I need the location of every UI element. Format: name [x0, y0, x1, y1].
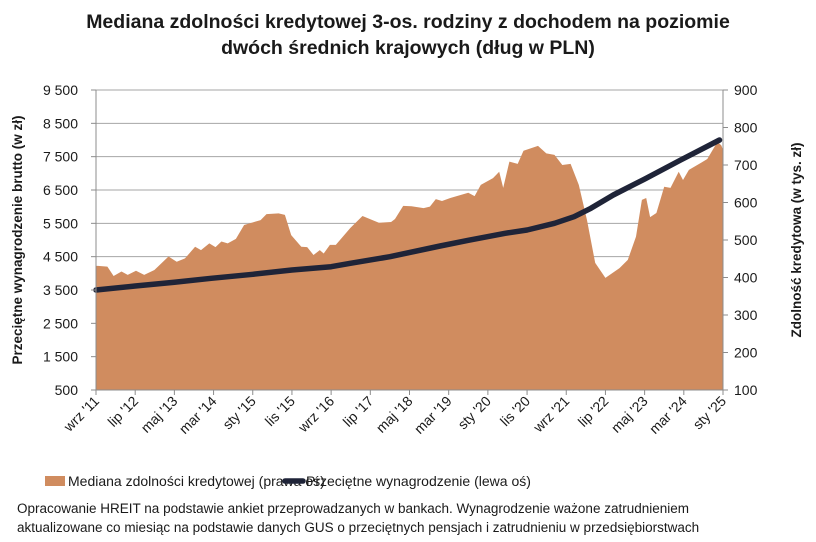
x-tick-label: wrz '11 — [60, 393, 102, 435]
y-right-tick-label: 600 — [734, 195, 758, 211]
y-left-tick-label: 2 500 — [43, 315, 78, 331]
x-tick-label: wrz '21 — [529, 393, 572, 436]
x-tick-label: maj '23 — [608, 393, 651, 436]
y-left-tick-label: 500 — [55, 382, 79, 398]
x-tick-label: maj '18 — [373, 393, 416, 436]
y-left-tick-label: 5 500 — [43, 215, 78, 231]
y-right-tick-label: 500 — [734, 232, 758, 248]
y-right-tick-label: 100 — [734, 382, 758, 398]
footnote-line-1: Opracowanie HREIT na podstawie ankiet pr… — [17, 501, 689, 516]
y-axis-left-ticks: 500 1 500 2 500 3 500 4 500 5 500 6 500 7 500 8 … — [43, 82, 96, 398]
x-tick-label: mar '24 — [646, 393, 690, 437]
x-tick-label: mar '14 — [176, 393, 220, 437]
line-series-salary — [93, 137, 723, 293]
legend-area-swatch — [45, 476, 65, 486]
x-tick-label: lip '17 — [340, 393, 377, 430]
y-right-tick-label: 300 — [734, 307, 758, 323]
chart-title-line-1: Mediana zdolności kredytowej 3-os. rodzi… — [86, 11, 730, 33]
y-left-tick-label: 1 500 — [43, 349, 78, 365]
x-tick-label: mar '19 — [411, 393, 455, 437]
x-tick-label: lip '12 — [104, 393, 141, 430]
x-tick-label: lip '22 — [575, 393, 612, 430]
x-tick-label: wrz '16 — [294, 393, 337, 436]
footnote-line-2: aktualizowane co miesiąc na podstawie da… — [17, 520, 699, 535]
x-tick-label: maj '13 — [138, 393, 181, 436]
y-right-tick-label: 900 — [734, 82, 758, 98]
y-left-tick-label: 9 500 — [43, 82, 78, 98]
y-left-tick-label: 3 500 — [43, 282, 78, 298]
area-series-credit-capacity — [96, 141, 723, 390]
y-right-tick-label: 200 — [734, 345, 758, 361]
y-right-tick-label: 400 — [734, 270, 758, 286]
y-axis-right-ticks: 100 200 300 400 500 600 700 800 900 — [723, 82, 758, 398]
chart-title-line-2: dwóch średnich krajowych (dług w PLN) — [221, 37, 595, 59]
x-tick-label: lis '15 — [262, 393, 298, 429]
x-tick-label: sty '15 — [219, 393, 259, 433]
y-left-tick-label: 4 500 — [43, 249, 78, 265]
x-tick-label: sty '25 — [690, 393, 730, 433]
y-axis-right-title: Zdolność kredytowa (w tys. zł) — [789, 142, 804, 337]
y-right-tick-label: 800 — [734, 120, 758, 136]
y-axis-left-title: Przeciętne wynagrodzenie brutto (w zł) — [10, 115, 25, 364]
y-right-tick-label: 700 — [734, 157, 758, 173]
legend-area-label: Mediana zdolności kredytowej (prawa oś) — [68, 473, 325, 489]
legend: Mediana zdolności kredytowej (prawa oś) … — [45, 473, 531, 489]
x-tick-label: sty '20 — [454, 393, 494, 433]
legend-line-label: Przeciętne wynagrodzenie (lewa oś) — [306, 473, 531, 489]
y-left-tick-label: 8 500 — [43, 115, 78, 131]
y-left-tick-label: 6 500 — [43, 182, 78, 198]
x-tick-label: lis '20 — [497, 393, 533, 429]
y-left-tick-label: 7 500 — [43, 149, 78, 165]
